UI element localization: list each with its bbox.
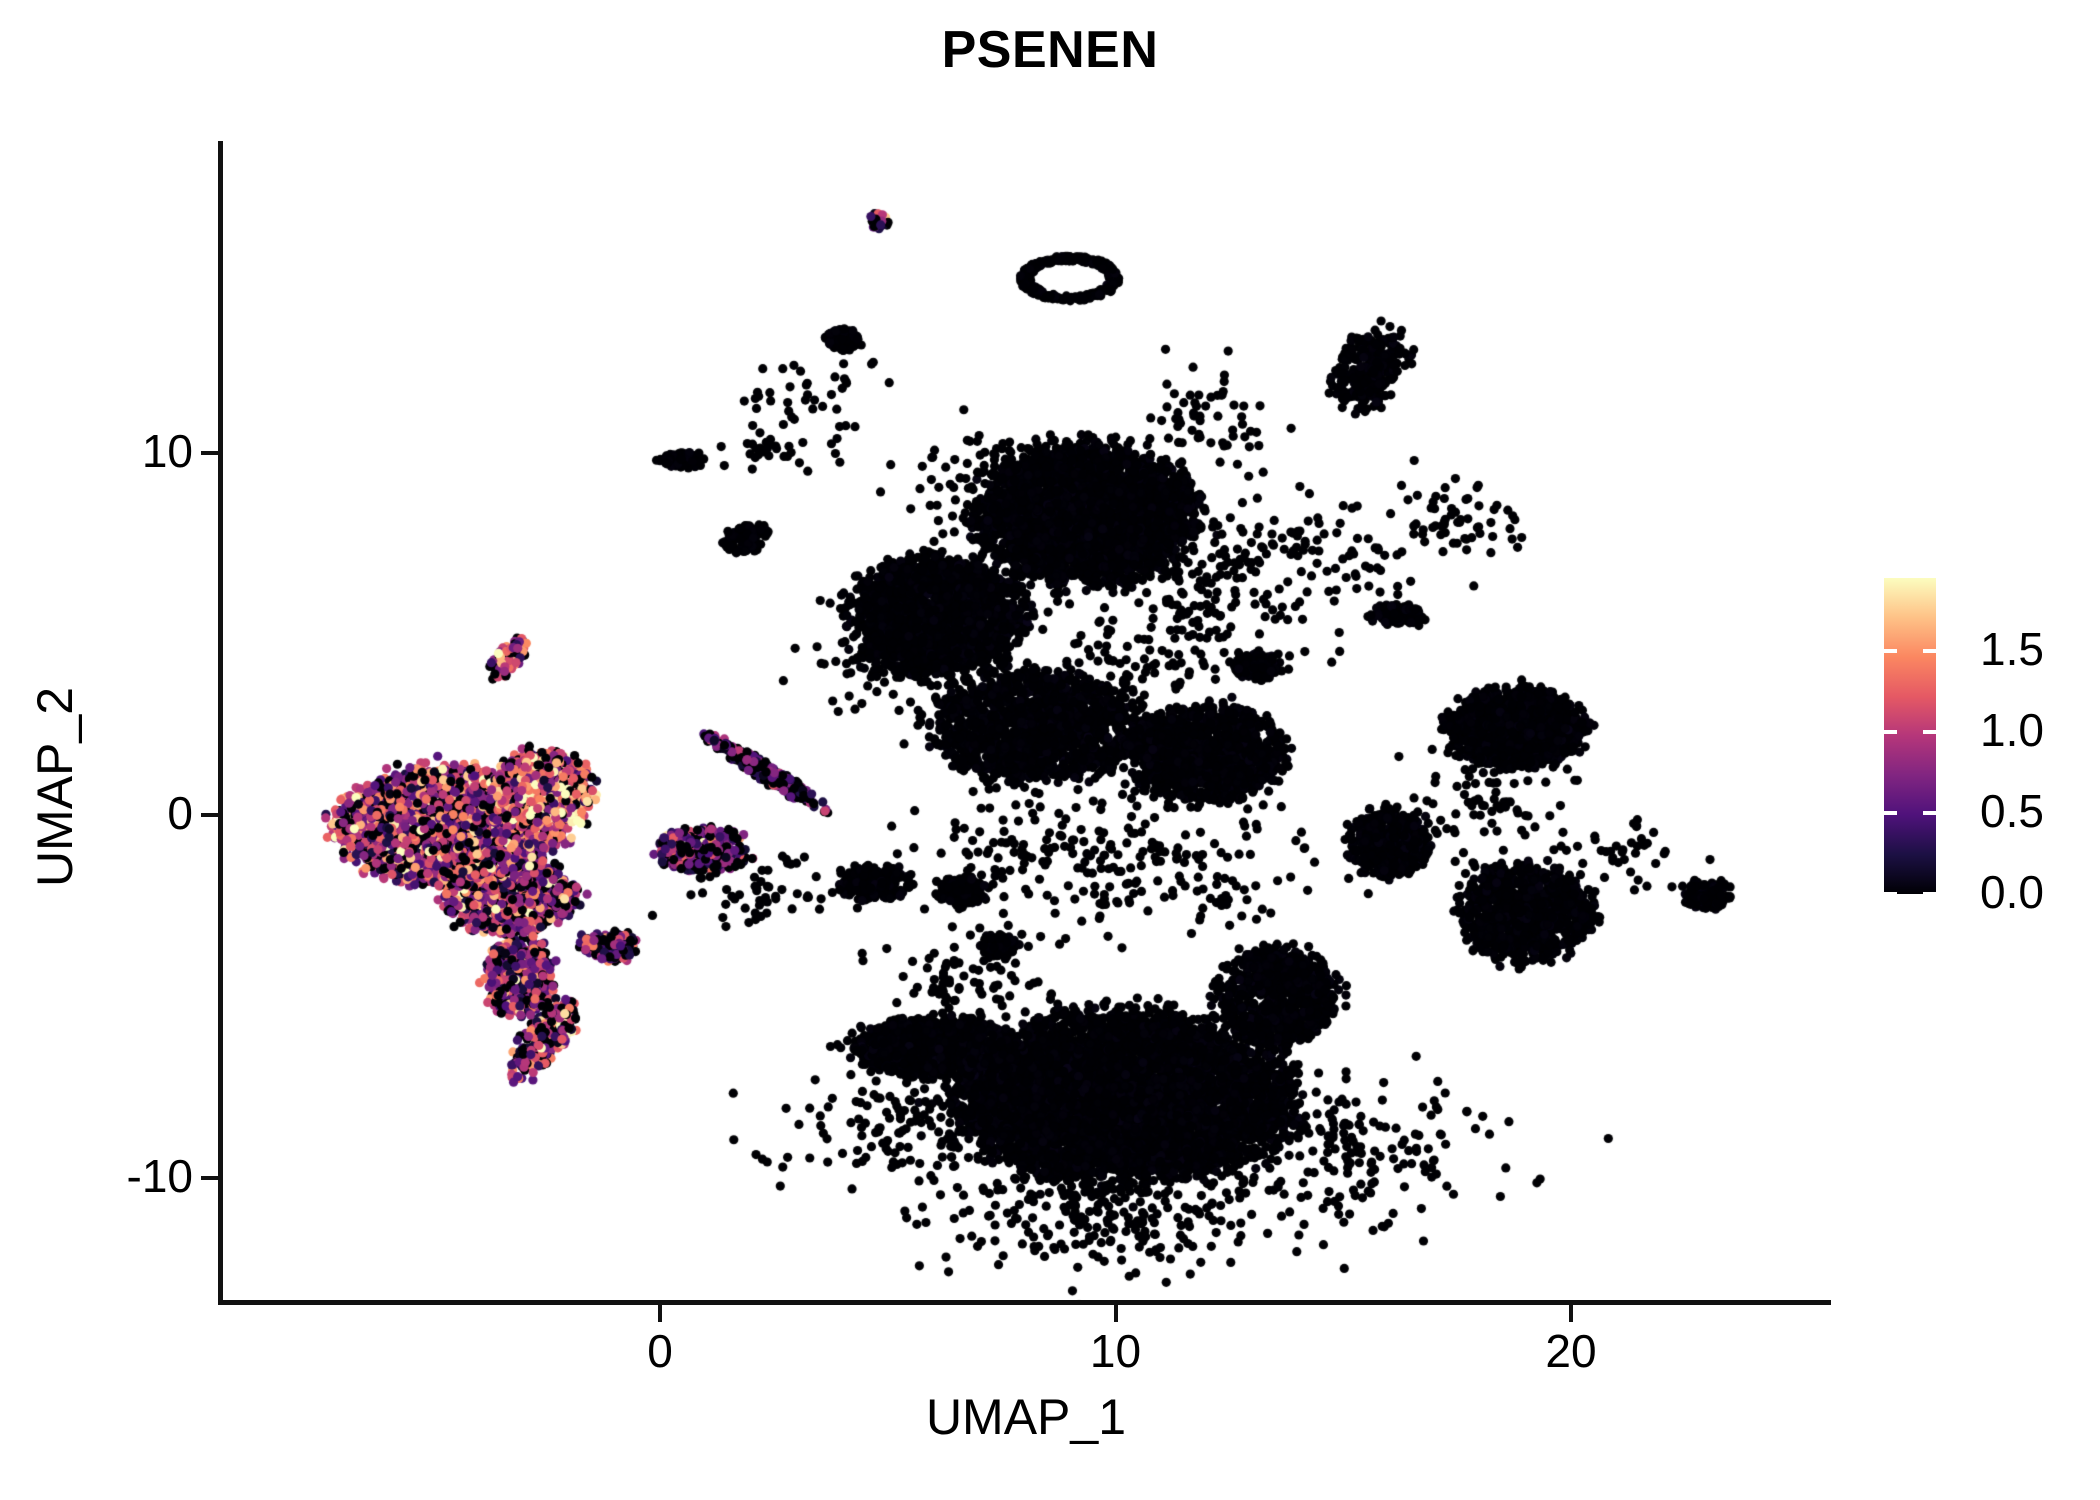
colorbar-tick-mark: [1884, 729, 1897, 734]
colorbar-tick-mark: [1884, 810, 1897, 815]
x-tick-mark: [1569, 1305, 1573, 1322]
scatter-points-canvas: [221, 141, 1831, 1302]
x-axis-line: [218, 1300, 1831, 1305]
y-tick-mark: [201, 813, 218, 817]
colorbar: [1884, 578, 1936, 896]
colorbar-tick-label: 1.0: [1980, 703, 2044, 756]
x-tick-mark: [658, 1305, 662, 1322]
colorbar-gradient: [1884, 578, 1936, 894]
colorbar-tick-label: 1.5: [1980, 622, 2044, 675]
colorbar-tick-mark: [1884, 648, 1897, 653]
y-tick-label: -10: [126, 1149, 193, 1202]
colorbar-tick-mark: [1884, 892, 1897, 896]
y-tick-mark: [201, 450, 218, 455]
color-legend: 1.5 1.0 0.5 0.0: [1884, 578, 2084, 915]
colorbar-tick-label: 0.0: [1980, 866, 2044, 918]
plot-panel: [221, 141, 1831, 1302]
colorbar-tick-label: 0.5: [1980, 784, 2044, 837]
page-title: PSENEN: [941, 21, 1159, 79]
colorbar-tick-mark: [1923, 648, 1936, 653]
x-tick-label: 20: [1545, 1325, 1597, 1377]
x-tick-mark: [1113, 1305, 1118, 1322]
x-tick-label: 10: [1089, 1325, 1142, 1377]
colorbar-tick-mark: [1923, 810, 1936, 815]
y-tick-label: 10: [141, 424, 193, 477]
x-tick-label: 0: [647, 1325, 673, 1377]
y-axis-line: [218, 141, 223, 1305]
colorbar-tick-mark: [1923, 729, 1936, 734]
y-tick-mark: [201, 1175, 218, 1180]
colorbar-tick-mark: [1923, 892, 1936, 896]
y-tick-label: 0: [167, 787, 193, 839]
x-axis-title: UMAP_1: [925, 1389, 1127, 1445]
y-axis-title: UMAP_2: [27, 686, 83, 888]
